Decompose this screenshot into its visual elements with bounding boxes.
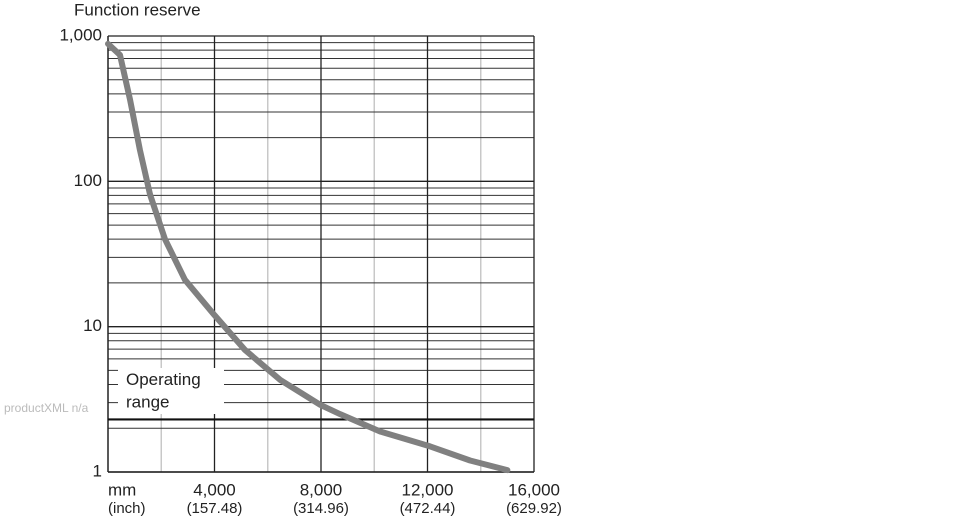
x-unit-label: mm [108, 480, 136, 499]
x-tick-sublabel: (314.96) [293, 500, 349, 517]
x-tick-sublabel: (472.44) [400, 500, 456, 517]
y-tick-label: 1,000 [59, 25, 102, 44]
annotation-line: Operating [126, 370, 201, 389]
x-tick-sublabel: (157.48) [187, 500, 243, 517]
x-tick-label: 8,000 [300, 480, 343, 499]
x-tick-label: 4,000 [193, 480, 236, 499]
x-tick-label: 16,000 [508, 480, 560, 499]
x-tick-sublabel: (629.92) [506, 500, 562, 517]
curve [105, 40, 511, 474]
y-tick-label: 10 [83, 316, 102, 335]
annotation-line2: range [126, 392, 169, 411]
x-tick-label: 12,000 [402, 480, 454, 499]
watermark: productXML n/a [4, 401, 89, 415]
annotation: Operating [126, 370, 201, 389]
y-tick-label: 1 [93, 461, 102, 480]
y-tick-label: 100 [74, 171, 102, 190]
y-axis-label: Function reserve [74, 0, 201, 19]
x-unit-sublabel: (inch) [108, 500, 146, 517]
annotation-bg [118, 368, 224, 414]
